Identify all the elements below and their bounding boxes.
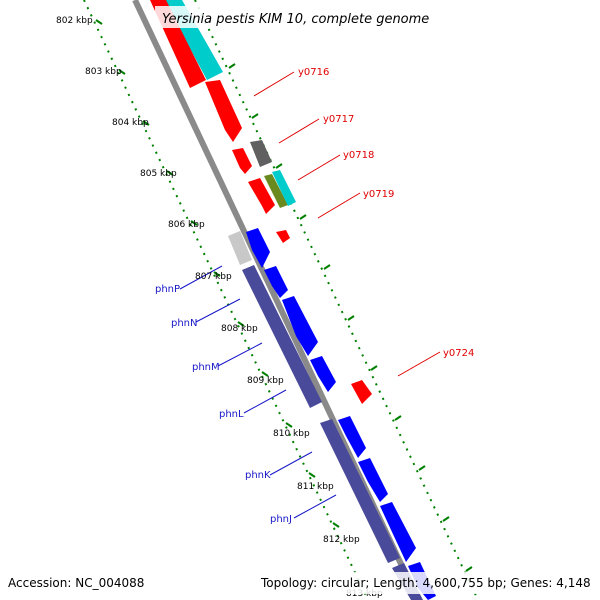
right-leader-lines <box>253 71 441 377</box>
gene-feature[interactable] <box>276 230 290 243</box>
gene-label[interactable]: phnM <box>192 362 220 373</box>
footer-plate <box>0 572 600 594</box>
gene-label[interactable]: y0717 <box>323 114 354 125</box>
gene-feature[interactable] <box>310 356 336 392</box>
kbp-tick-label: 808 kbp <box>221 324 258 334</box>
gene-feature[interactable] <box>380 502 416 562</box>
gene-feature[interactable] <box>264 174 288 208</box>
gene-feature[interactable] <box>272 170 296 206</box>
kbp-tick-label: 809 kbp <box>247 376 284 386</box>
gene-feature[interactable] <box>232 148 252 174</box>
left-tick-track <box>83 0 369 600</box>
gene-feature[interactable] <box>282 296 318 356</box>
map-title: Yersinia pestis KIM 10, complete genome <box>162 12 429 27</box>
right-gene-labels: y0716 y0717 y0718 y0719 y0724 <box>298 67 474 359</box>
operon-segment[interactable] <box>242 265 322 408</box>
gene-feature[interactable] <box>246 228 270 268</box>
kbp-tick-label: 805 kbp <box>140 169 177 179</box>
gene-label[interactable]: phnN <box>171 318 198 329</box>
kbp-tick-label: 806 kbp <box>168 220 205 230</box>
gene-label[interactable]: phnL <box>219 409 244 420</box>
gene-feature[interactable] <box>264 266 288 298</box>
right-tick-track <box>194 0 479 600</box>
left-leader-lines <box>179 265 337 519</box>
gene-feature[interactable] <box>351 380 372 404</box>
gene-feature[interactable] <box>205 80 242 142</box>
kbp-tick-label: 802 kbp <box>56 16 93 26</box>
gene-label[interactable]: phnP <box>155 284 180 295</box>
gene-label[interactable]: y0724 <box>443 348 474 359</box>
operon-segment[interactable] <box>228 231 252 265</box>
kbp-tick-label: 812 kbp <box>323 535 360 545</box>
gene-label[interactable]: phnK <box>245 470 271 481</box>
kbp-tick-label: 807 kbp <box>195 272 232 282</box>
gene-feature[interactable] <box>338 416 366 458</box>
accession-text: Accession: NC_004088 <box>8 576 144 590</box>
operon-segment[interactable] <box>320 419 400 563</box>
topology-text: Topology: circular; Length: 4,600,755 bp… <box>260 576 591 590</box>
left-major-ticks <box>95 19 340 528</box>
gene-label[interactable]: phnJ <box>270 514 292 525</box>
gene-label[interactable]: y0719 <box>363 189 394 200</box>
kbp-tick-label: 804 kbp <box>112 118 149 128</box>
gene-feature[interactable] <box>358 458 388 502</box>
right-major-ticks <box>228 63 473 572</box>
gene-feature[interactable] <box>250 140 272 167</box>
kbp-tick-label: 803 kbp <box>85 67 122 77</box>
gene-label[interactable]: y0718 <box>343 150 374 161</box>
gene-feature[interactable] <box>248 178 275 214</box>
left-gene-labels: phnP phnN phnM phnL phnK phnJ <box>155 284 292 525</box>
title-plate <box>155 6 445 28</box>
kbp-tick-label: 811 kbp <box>297 482 334 492</box>
kbp-tick-label: 810 kbp <box>273 429 310 439</box>
gene-label[interactable]: y0716 <box>298 67 329 78</box>
